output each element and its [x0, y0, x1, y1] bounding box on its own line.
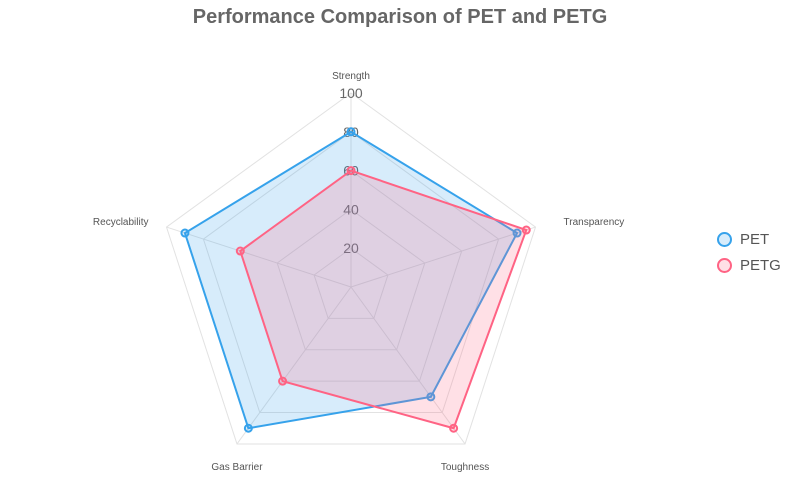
grid-ring-40: [276, 208, 426, 351]
point-petg-strength: [346, 166, 356, 176]
tick-label-40: 40: [343, 201, 359, 217]
legend-item-petg[interactable]: PETG: [717, 252, 781, 278]
series-area-petg: [239, 169, 528, 430]
legend: PET PETG: [717, 226, 781, 278]
legend-swatch-pet: [717, 231, 732, 247]
grid-spoke-1: [350, 226, 536, 288]
point-pet-gas-barrier: [243, 423, 253, 433]
grid-spoke-4: [166, 226, 352, 288]
point-petg-gas-barrier: [278, 376, 288, 386]
point-pet-transparency: [512, 228, 522, 238]
axis-label-strength: Strength: [332, 71, 370, 82]
point-pet-toughness: [426, 392, 436, 402]
point-pet-strength: [346, 127, 356, 137]
point-pet-recyclability: [180, 228, 190, 238]
point-petg-transparency: [521, 225, 531, 235]
axis-label-toughness: Toughness: [441, 462, 489, 473]
axis-label-transparency: Transparency: [564, 217, 625, 228]
legend-swatch-petg: [717, 257, 732, 273]
tick-label-100: 100: [339, 85, 363, 101]
grid-ring-100: [165, 92, 537, 445]
grid-ring-20: [313, 247, 389, 319]
tick-label-20: 20: [343, 240, 359, 256]
point-petg-toughness: [449, 423, 459, 433]
legend-item-pet[interactable]: PET: [717, 226, 781, 252]
axis-label-recyclability: Recyclability: [93, 217, 149, 228]
point-petg-recyclability: [235, 246, 245, 256]
axis-label-gas-barrier: Gas Barrier: [211, 462, 263, 473]
grid-ring-80: [202, 131, 500, 414]
grid-spoke-3: [236, 286, 352, 445]
legend-label-pet: PET: [740, 230, 770, 248]
chart-title: Performance Comparison of PET and PETG: [192, 6, 608, 28]
series-area-pet: [183, 130, 519, 430]
grid-spoke-2: [350, 286, 466, 445]
legend-label-petg: PETG: [740, 256, 781, 274]
